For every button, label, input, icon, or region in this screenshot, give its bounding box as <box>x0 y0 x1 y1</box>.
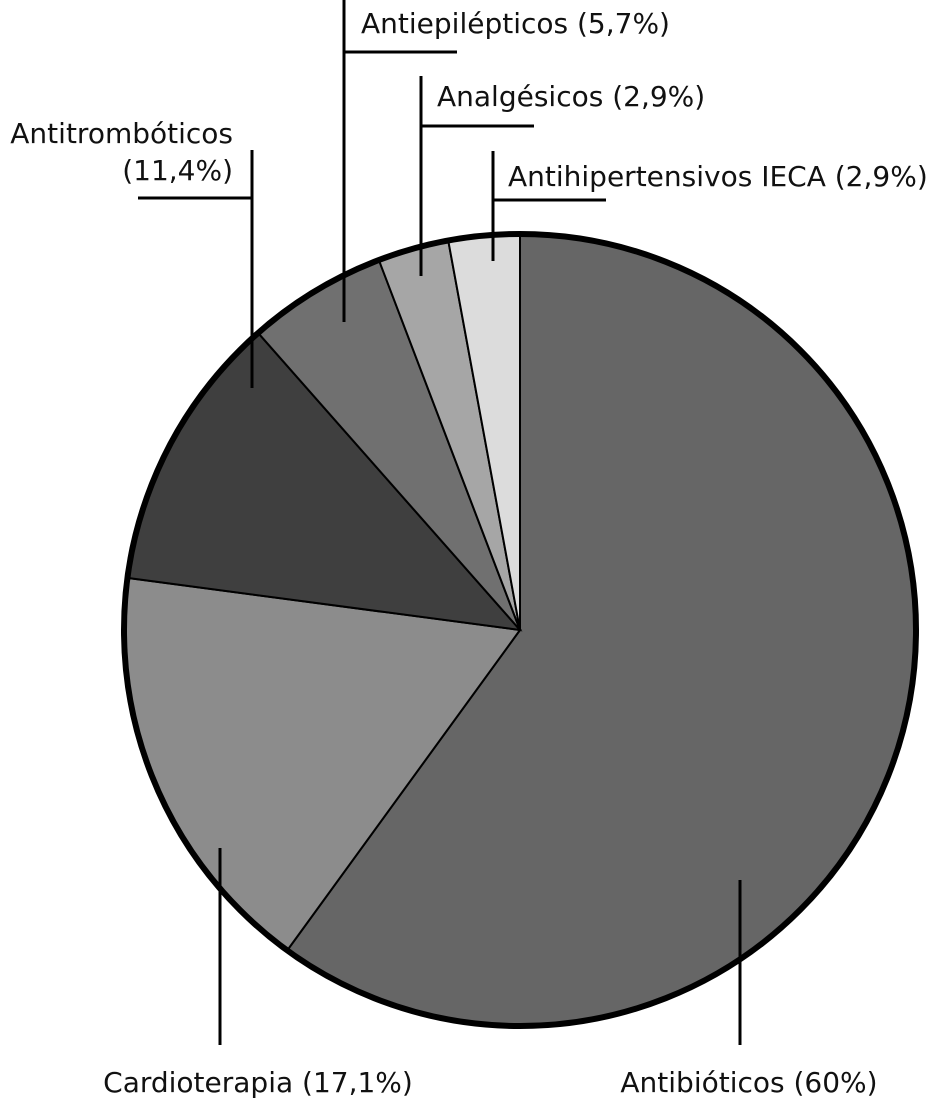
pie-outline <box>121 231 919 1029</box>
pie-slices <box>123 232 918 1027</box>
label-antihipertensivos-ieca: Antihipertensivos IECA (2,9%) <box>508 160 928 193</box>
label-antitromboticos-line1: Antitrombóticos <box>10 117 233 150</box>
label-cardioterapia: Cardioterapia (17,1%) <box>103 1066 413 1099</box>
label-antiepilepticos: Antiepilépticos (5,7%) <box>361 7 670 40</box>
leader-lines <box>138 0 742 1045</box>
label-antitromboticos-line2: (11,4%) <box>122 154 233 187</box>
label-analgesicos: Analgésicos (2,9%) <box>437 80 705 113</box>
slice-labels: Antibióticos (60%) Cardioterapia (17,1%)… <box>10 7 927 1099</box>
label-antibioticos: Antibióticos (60%) <box>620 1066 877 1099</box>
